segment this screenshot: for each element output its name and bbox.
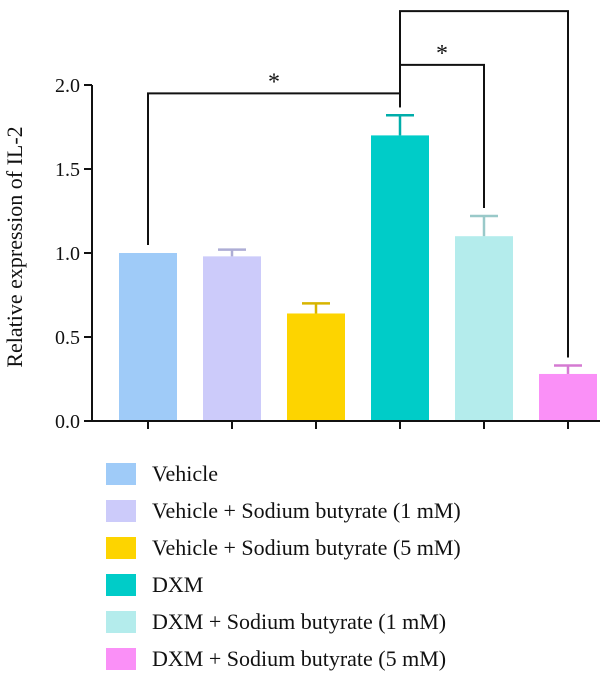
significance-star: * bbox=[268, 69, 280, 95]
y-tick-label: 2.0 bbox=[55, 75, 80, 97]
legend-swatch bbox=[106, 500, 136, 522]
error-bar bbox=[218, 248, 246, 257]
legend-swatch bbox=[106, 574, 136, 596]
legend-label: DXM + Sodium butyrate (5 mM) bbox=[152, 646, 447, 671]
legend-label: Vehicle + Sodium butyrate (5 mM) bbox=[152, 535, 461, 560]
legend-label: Vehicle bbox=[152, 461, 218, 486]
bars bbox=[119, 135, 597, 421]
legend-item: Vehicle + Sodium butyrate (1 mM) bbox=[106, 498, 461, 523]
y-tick-label: 0.0 bbox=[55, 411, 80, 433]
x-axis-ticks bbox=[147, 421, 569, 429]
legend: Vehicle Vehicle + Sodium butyrate (1 mM) V… bbox=[106, 461, 461, 686]
y-tick-label: 1.0 bbox=[55, 243, 80, 265]
y-axis-label: Relative expression of IL-2 bbox=[2, 126, 27, 367]
error-bar bbox=[386, 113, 414, 136]
legend-label: DXM + Sodium butyrate (1 mM) bbox=[152, 609, 447, 634]
y-axis-ticks: 0.0 0.5 1.0 1.5 2.0 bbox=[55, 75, 92, 433]
error-bar bbox=[554, 364, 582, 374]
significance-star: * bbox=[478, 0, 490, 13]
legend-item: DXM bbox=[106, 572, 461, 597]
legend-swatch bbox=[106, 537, 136, 559]
legend-item: Vehicle + Sodium butyrate (5 mM) bbox=[106, 535, 461, 560]
significance-brackets: * * * bbox=[147, 0, 569, 358]
bar bbox=[371, 135, 429, 421]
error-bar bbox=[470, 214, 498, 237]
legend-swatch bbox=[106, 611, 136, 633]
bar bbox=[287, 313, 345, 421]
legend-swatch bbox=[106, 463, 136, 485]
legend-label: Vehicle + Sodium butyrate (1 mM) bbox=[152, 498, 461, 523]
error-bar bbox=[302, 302, 330, 314]
significance-bracket bbox=[147, 92, 401, 245]
y-tick-label: 0.5 bbox=[55, 327, 80, 349]
legend-item: DXM + Sodium butyrate (5 mM) bbox=[106, 646, 461, 671]
bar bbox=[119, 253, 177, 421]
legend-item: Vehicle bbox=[106, 461, 461, 486]
significance-bracket bbox=[399, 10, 569, 358]
y-tick-label: 1.5 bbox=[55, 159, 80, 181]
bar bbox=[539, 373, 597, 421]
legend-label: DXM bbox=[152, 572, 204, 597]
bar-chart: Relative expression of IL-2 0.0 0.5 1.0 1.5… bbox=[2, 0, 600, 433]
bar bbox=[455, 236, 513, 421]
bar bbox=[203, 256, 261, 421]
error-bars bbox=[218, 113, 582, 374]
significance-star: * bbox=[436, 41, 448, 67]
legend-item: DXM + Sodium butyrate (1 mM) bbox=[106, 609, 461, 634]
legend-swatch bbox=[106, 648, 136, 670]
